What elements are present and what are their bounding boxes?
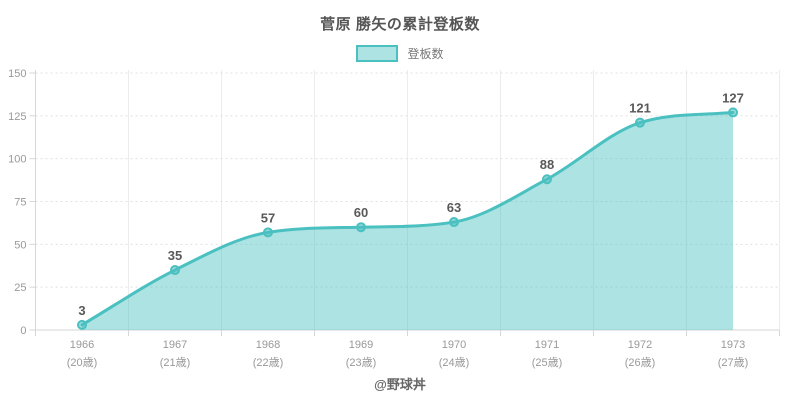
y-tick-label: 75 xyxy=(14,197,26,209)
data-point[interactable] xyxy=(542,174,552,185)
x-tick-label-year: 1967 xyxy=(163,339,187,351)
y-tick-label: 25 xyxy=(14,282,26,294)
x-tick-label-year: 1968 xyxy=(256,339,280,351)
x-tick-label-age: (20歳) xyxy=(67,356,98,369)
legend[interactable]: 登板数 xyxy=(0,45,800,62)
x-tick-label-age: (23歳) xyxy=(346,356,377,369)
data-point-label: 88 xyxy=(540,157,554,172)
data-point-label: 60 xyxy=(354,205,368,220)
x-tick-label-age: (21歳) xyxy=(160,356,191,369)
y-tick-label: 125 xyxy=(8,111,26,123)
data-point[interactable] xyxy=(263,227,273,238)
x-axis-labels: 1966 (20歳) 1967 (21歳) 1968 (22歳) 1969 (23歳) 1970… xyxy=(67,339,749,369)
x-tick-label-year: 1971 xyxy=(535,339,559,351)
data-point-label: 121 xyxy=(629,101,651,116)
data-labels: 3 35 57 60 63 88 121 127 xyxy=(78,90,743,317)
legend-swatch xyxy=(356,45,399,62)
data-point[interactable] xyxy=(728,107,738,118)
data-point-label: 3 xyxy=(78,303,85,318)
legend-label: 登板数 xyxy=(407,47,444,61)
chart-title: 菅原 勝矢の累計登板数 xyxy=(320,16,480,33)
x-tick-label-year: 1969 xyxy=(349,339,373,351)
y-tick-label: 50 xyxy=(14,239,26,251)
x-tick-label-age: (26歳) xyxy=(625,356,656,369)
y-axis-labels: 0 25 50 75 100 125 150 xyxy=(8,68,26,337)
x-tick-label-age: (25歳) xyxy=(532,356,563,369)
x-tick-label-age: (22歳) xyxy=(253,356,284,369)
x-tick-label-year: 1970 xyxy=(442,339,466,351)
x-tick-label-year: 1972 xyxy=(628,339,652,351)
footer-credit: @野球丼 xyxy=(374,377,426,392)
x-tick-label-year: 1973 xyxy=(721,339,745,351)
data-point[interactable] xyxy=(449,217,459,228)
y-tick-label: 150 xyxy=(8,68,26,80)
x-tick-label-year: 1966 xyxy=(70,339,94,351)
data-point[interactable] xyxy=(635,117,645,128)
line-series xyxy=(80,110,735,327)
data-point-label: 127 xyxy=(722,90,744,105)
y-tick-label: 0 xyxy=(20,325,26,337)
x-tick-label-age: (27歳) xyxy=(718,356,749,369)
data-point-label: 57 xyxy=(261,210,275,225)
data-point-label: 63 xyxy=(447,200,461,215)
data-point[interactable] xyxy=(170,265,180,276)
data-point-label: 35 xyxy=(168,248,182,263)
area-fill xyxy=(82,112,733,330)
horizontal-gridlines xyxy=(35,72,780,288)
series-line xyxy=(80,110,735,327)
y-tick-label: 100 xyxy=(8,154,26,166)
data-point[interactable] xyxy=(356,222,366,233)
axis-ticks xyxy=(29,72,780,336)
data-point[interactable] xyxy=(77,319,87,330)
area-series xyxy=(82,112,733,330)
x-tick-label-age: (24歳) xyxy=(439,356,470,369)
data-points xyxy=(77,107,738,330)
